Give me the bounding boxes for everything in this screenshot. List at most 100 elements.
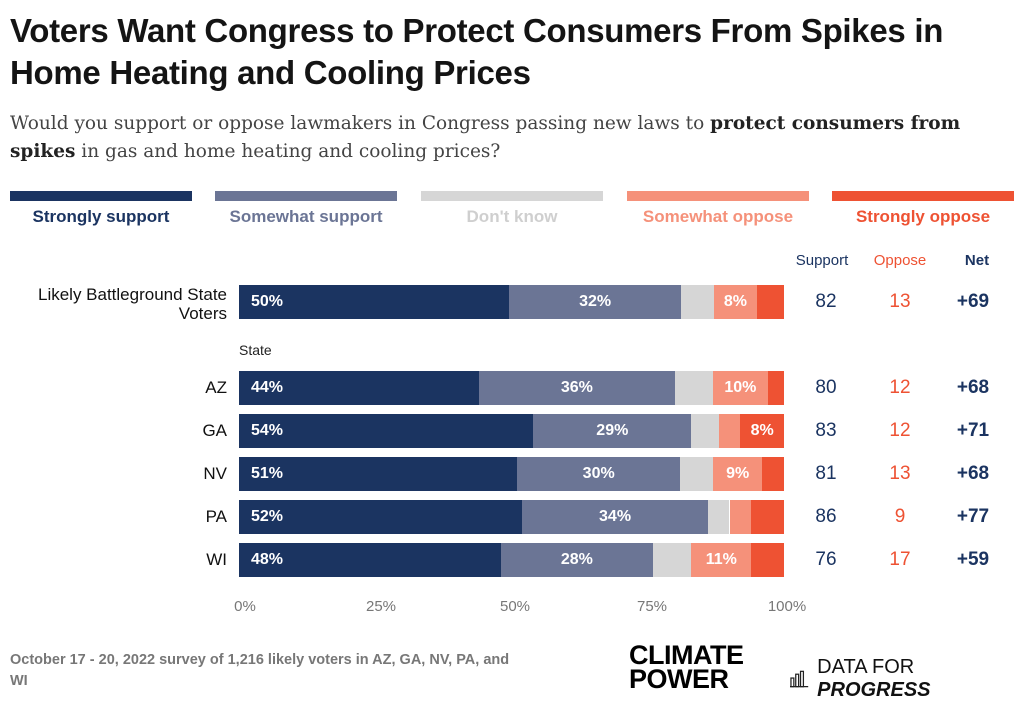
row-label: PA	[205, 507, 227, 526]
row-label: AZ	[205, 378, 227, 397]
bar-row: 48% 28% 11%	[239, 543, 784, 577]
chart-title: Voters Want Congress to Protect Consumer…	[10, 12, 944, 91]
bar-segment-strongly-oppose	[751, 500, 784, 534]
bar-segment-strongly-oppose	[740, 414, 784, 448]
bar-segment-somewhat-oppose	[691, 543, 752, 577]
x-tick-label: 75%	[636, 598, 668, 615]
bar-chart-icon	[790, 670, 809, 688]
bar-segment-somewhat-oppose	[713, 371, 768, 405]
data-label: 54%	[251, 422, 284, 439]
row-label: NV	[203, 464, 227, 483]
bar-segment-strongly-oppose	[751, 543, 784, 577]
support-value: 86	[815, 506, 837, 527]
subtitle-bold-text: protect consumers from spikes	[10, 113, 961, 162]
support-value: 76	[815, 549, 837, 570]
data-label: 48%	[251, 551, 284, 568]
bar-row: 52% 34%	[239, 500, 784, 534]
net-value: +71	[956, 420, 990, 441]
legend-swatch	[10, 191, 192, 201]
data-label: 32%	[579, 293, 612, 310]
climate-power-logo-line1: CLIMATE	[629, 640, 744, 670]
subtitle-text-2: in gas and home heating and cooling pric…	[75, 141, 501, 162]
bar-segment-strongly-support	[239, 543, 501, 577]
data-label: 8%	[750, 422, 774, 439]
subtitle-text-1: Would you support or oppose lawmakers in…	[10, 113, 711, 134]
row-label: GA	[202, 421, 227, 440]
data-label: 11%	[705, 551, 737, 568]
oppose-value: 17	[889, 549, 911, 570]
legend-label: Don't know	[466, 207, 558, 226]
legend-swatch	[832, 191, 1014, 201]
bar-segment-somewhat-support	[522, 500, 708, 534]
bar-row: 50% 32% 8%	[239, 285, 784, 319]
bar-segment-dont-know	[675, 371, 714, 405]
bar-segment-somewhat-oppose	[718, 414, 741, 448]
state-group-label: State	[239, 342, 272, 358]
legend-item-dont-know: Don't know	[421, 191, 603, 227]
chart-subtitle: Would you support or oppose lawmakers in…	[10, 110, 1010, 166]
data-label: 52%	[251, 508, 284, 525]
column-header-net: Net	[964, 252, 990, 269]
support-value: 80	[815, 377, 837, 398]
x-tick-label: 50%	[499, 598, 531, 615]
data-label: 44%	[251, 379, 284, 396]
column-header-support: Support	[795, 252, 849, 269]
bar-segment-somewhat-support	[508, 285, 682, 319]
data-label: 9%	[726, 465, 750, 482]
x-tick-label: 25%	[365, 598, 397, 615]
column-header-oppose: Oppose	[873, 252, 927, 269]
bar-segment-strongly-support	[239, 457, 517, 491]
data-label: 10%	[724, 379, 757, 396]
bar-segment-strongly-oppose	[757, 285, 784, 319]
net-value: +59	[956, 549, 990, 570]
bar-segment-somewhat-support	[478, 371, 675, 405]
dfp-logo-text-plain: DATA FOR	[817, 656, 915, 678]
support-value: 83	[815, 420, 837, 441]
data-label: 8%	[723, 293, 747, 310]
oppose-value: 12	[889, 377, 911, 398]
bar-segment-somewhat-support	[500, 543, 654, 577]
net-value: +69	[956, 291, 990, 312]
bar-segment-somewhat-oppose	[713, 457, 763, 491]
bar-segment-strongly-oppose	[762, 457, 784, 491]
data-label: 34%	[599, 508, 632, 525]
data-label: 29%	[596, 422, 629, 439]
x-tick-label: 100%	[767, 598, 807, 615]
legend-item-strongly-oppose: Strongly oppose	[832, 191, 1014, 227]
data-label: 28%	[560, 551, 593, 568]
bar-row: 44% 36% 10%	[239, 371, 784, 405]
net-value: +77	[956, 506, 990, 527]
bar-segment-dont-know	[681, 285, 714, 319]
data-label: 51%	[251, 465, 284, 482]
support-value: 81	[815, 463, 837, 484]
support-value: 82	[815, 291, 837, 312]
climate-power-logo: CLIMATE POWER	[629, 640, 744, 694]
bar-row: 54% 29% 8%	[239, 414, 784, 448]
legend-swatch	[627, 191, 809, 201]
legend-label: Strongly support	[32, 207, 170, 226]
bar-segment-somewhat-oppose	[729, 500, 752, 534]
bar-row: 51% 30% 9%	[239, 457, 784, 491]
bar-segment-strongly-oppose	[767, 371, 784, 405]
bar-segment-somewhat-support	[516, 457, 681, 491]
bar-segment-strongly-support	[239, 371, 479, 405]
row-label: Likely Battleground State Voters	[37, 285, 227, 323]
net-value: +68	[956, 377, 990, 398]
data-label: 36%	[560, 379, 593, 396]
data-label: 50%	[251, 293, 284, 310]
bar-segment-somewhat-oppose	[713, 285, 757, 319]
footnote: October 17 - 20, 2022 survey of 1,216 li…	[10, 652, 510, 689]
bar-segment-strongly-support	[239, 285, 509, 319]
legend-swatch	[215, 191, 397, 201]
oppose-value: 9	[894, 506, 906, 527]
dfp-logo-text-emphasis: PROGRESS	[817, 679, 931, 701]
x-tick-label: 0%	[234, 598, 256, 615]
bar-segment-somewhat-support	[533, 414, 692, 448]
legend-item-somewhat-support: Somewhat support	[215, 191, 397, 227]
oppose-value: 13	[889, 291, 911, 312]
climate-power-logo-line2: POWER	[629, 664, 729, 694]
legend-item-strongly-support: Strongly support	[10, 191, 192, 227]
bar-segment-dont-know	[691, 414, 719, 448]
bar-segment-strongly-support	[239, 414, 534, 448]
legend-label: Strongly oppose	[855, 207, 991, 226]
